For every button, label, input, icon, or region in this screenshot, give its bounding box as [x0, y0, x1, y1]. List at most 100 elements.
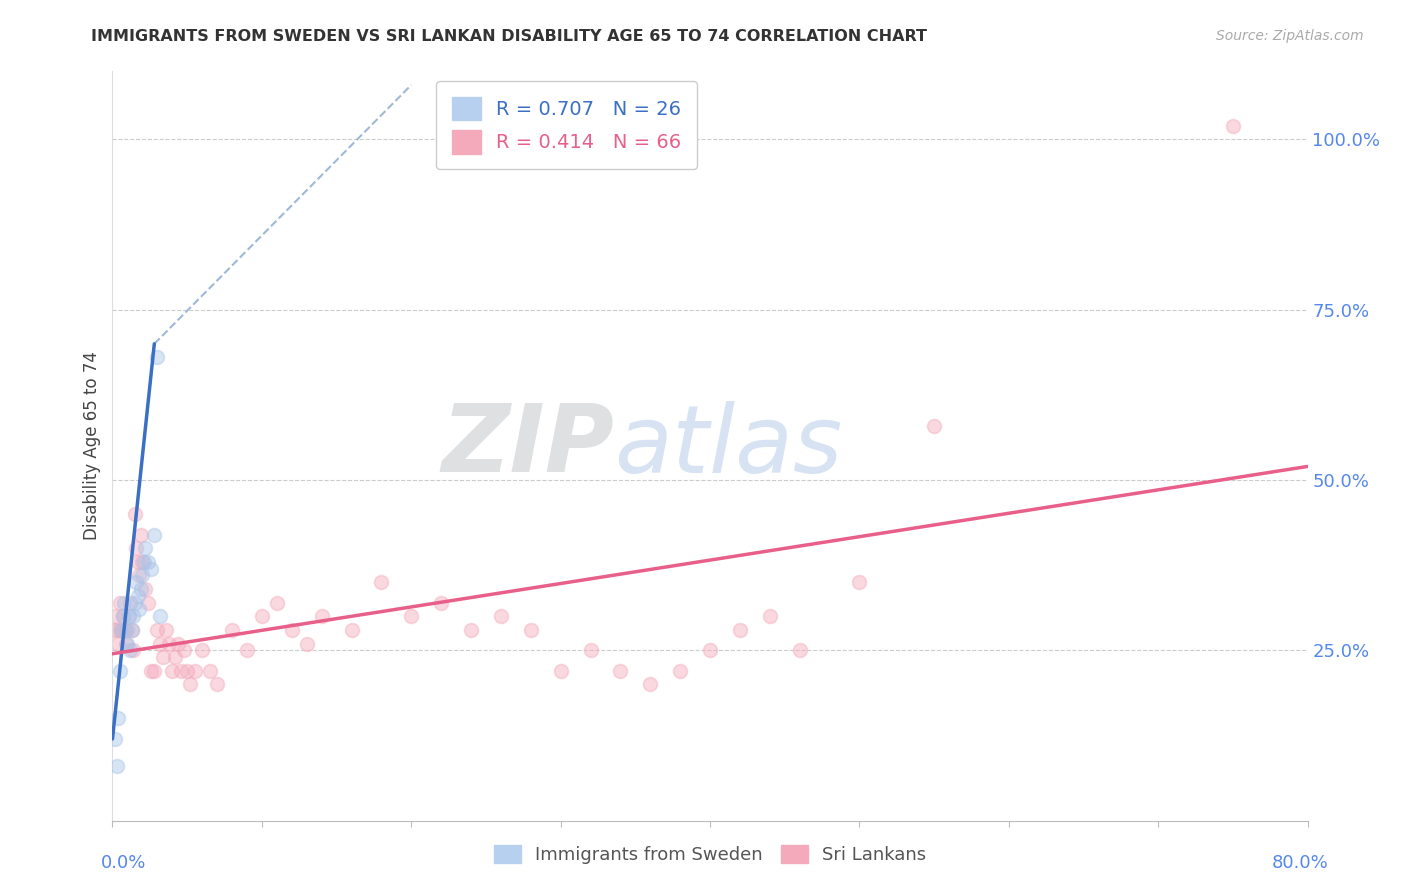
Point	[141, 561, 163, 575]
Point	[132, 555, 155, 569]
Point	[115, 636, 138, 650]
Point	[141, 664, 163, 678]
Point	[129, 527, 152, 541]
Point	[143, 527, 166, 541]
Point	[120, 596, 142, 610]
Point	[149, 636, 172, 650]
Point	[221, 623, 243, 637]
Point	[250, 609, 273, 624]
Point	[728, 623, 751, 637]
Point	[149, 609, 172, 624]
Point	[104, 609, 127, 624]
Point	[295, 636, 318, 650]
Point	[162, 664, 183, 678]
Point	[117, 623, 139, 637]
Point	[124, 596, 146, 610]
Point	[107, 636, 129, 650]
Point	[108, 664, 131, 678]
Point	[111, 609, 134, 624]
Point	[138, 555, 160, 569]
Point	[118, 609, 141, 624]
Point	[103, 623, 125, 637]
Point	[108, 596, 131, 610]
Point	[118, 609, 141, 624]
Point	[143, 664, 166, 678]
Point	[125, 541, 148, 556]
Point	[609, 664, 631, 678]
Point	[401, 609, 423, 624]
Point	[127, 589, 149, 603]
Point	[789, 643, 811, 657]
Point	[198, 664, 221, 678]
Point	[183, 664, 205, 678]
Point	[205, 677, 228, 691]
Point	[146, 351, 169, 365]
Text: Source: ZipAtlas.com: Source: ZipAtlas.com	[1216, 29, 1364, 43]
Point	[105, 759, 128, 773]
Point	[922, 418, 945, 433]
Point	[128, 602, 150, 616]
Point	[1222, 119, 1244, 133]
Point	[121, 623, 143, 637]
Point	[157, 636, 180, 650]
Point	[117, 636, 139, 650]
Point	[115, 623, 138, 637]
Y-axis label: Disability Age 65 to 74: Disability Age 65 to 74	[83, 351, 101, 541]
Point	[111, 609, 134, 624]
Point	[191, 643, 214, 657]
Point	[114, 623, 135, 637]
Point	[110, 623, 132, 637]
Point	[128, 568, 150, 582]
Point	[105, 623, 128, 637]
Point	[520, 623, 543, 637]
Point	[134, 541, 156, 556]
Legend: Immigrants from Sweden, Sri Lankans: Immigrants from Sweden, Sri Lankans	[486, 838, 934, 871]
Point	[848, 575, 870, 590]
Point	[759, 609, 782, 624]
Point	[311, 609, 333, 624]
Point	[124, 507, 146, 521]
Point	[370, 575, 392, 590]
Point	[110, 623, 132, 637]
Point	[281, 623, 304, 637]
Point	[125, 575, 148, 590]
Point	[176, 664, 198, 678]
Point	[146, 623, 169, 637]
Text: IMMIGRANTS FROM SWEDEN VS SRI LANKAN DISABILITY AGE 65 TO 74 CORRELATION CHART: IMMIGRANTS FROM SWEDEN VS SRI LANKAN DIS…	[91, 29, 928, 44]
Point	[430, 596, 453, 610]
Point	[165, 650, 187, 665]
Point	[107, 711, 129, 725]
Point	[134, 582, 156, 596]
Point	[170, 664, 193, 678]
Point	[127, 555, 149, 569]
Text: 80.0%: 80.0%	[1272, 855, 1329, 872]
Point	[266, 596, 288, 610]
Point	[114, 596, 135, 610]
Point	[489, 609, 512, 624]
Point	[131, 555, 153, 569]
Point	[460, 623, 482, 637]
Point	[155, 623, 177, 637]
Point	[179, 677, 201, 691]
Point	[104, 731, 127, 746]
Point	[167, 636, 190, 650]
Point	[138, 596, 160, 610]
Point	[122, 643, 145, 657]
Point	[131, 568, 153, 582]
Point	[236, 643, 259, 657]
Point	[669, 664, 692, 678]
Point	[120, 643, 142, 657]
Point	[121, 623, 143, 637]
Point	[640, 677, 662, 691]
Point	[122, 609, 145, 624]
Point	[579, 643, 602, 657]
Point	[129, 582, 152, 596]
Text: ZIP: ZIP	[441, 400, 614, 492]
Text: atlas: atlas	[614, 401, 842, 491]
Point	[699, 643, 721, 657]
Text: 0.0%: 0.0%	[101, 855, 146, 872]
Point	[152, 650, 174, 665]
Point	[550, 664, 572, 678]
Point	[173, 643, 195, 657]
Point	[340, 623, 363, 637]
